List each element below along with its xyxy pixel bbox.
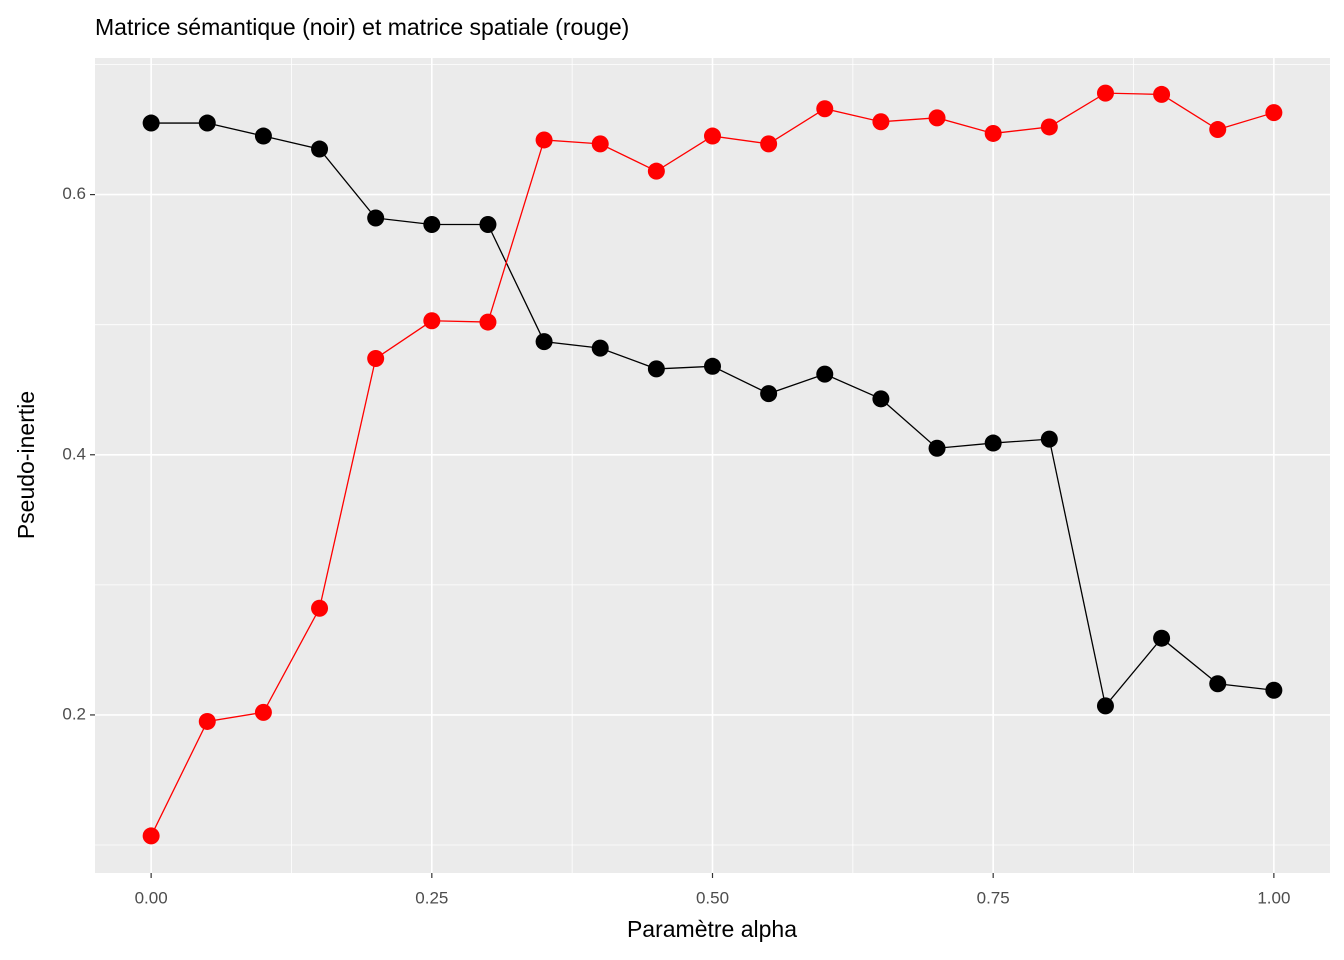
point	[1153, 629, 1171, 647]
point	[928, 109, 946, 127]
point	[591, 135, 609, 153]
chart-title: Matrice sémantique (noir) et matrice spa…	[95, 14, 629, 40]
point	[142, 827, 160, 845]
point	[479, 313, 497, 331]
point	[479, 216, 497, 234]
y-tick-label: 0.6	[62, 184, 86, 203]
point	[423, 216, 441, 234]
point	[254, 127, 272, 145]
x-tick-label: 0.25	[415, 888, 448, 907]
point	[1209, 121, 1227, 139]
point	[1153, 85, 1171, 103]
point	[1265, 104, 1283, 122]
point	[647, 360, 665, 378]
point	[760, 385, 778, 403]
point	[591, 339, 609, 357]
point	[1040, 118, 1058, 136]
x-tick-label: 0.50	[696, 888, 729, 907]
point	[535, 131, 553, 149]
point	[647, 162, 665, 180]
point	[311, 140, 329, 158]
point	[254, 703, 272, 721]
point	[1096, 697, 1114, 715]
point	[311, 599, 329, 617]
point	[816, 365, 834, 383]
y-axis-title: Pseudo-inertie	[13, 391, 39, 539]
point	[1096, 84, 1114, 102]
x-tick-label: 1.00	[1257, 888, 1290, 907]
point	[928, 439, 946, 457]
y-tick-label: 0.2	[62, 704, 86, 723]
point	[872, 113, 890, 131]
x-tick-label: 0.00	[135, 888, 168, 907]
point	[198, 114, 216, 132]
point	[984, 124, 1002, 142]
point	[423, 312, 441, 330]
point	[142, 114, 160, 132]
point	[367, 350, 385, 368]
point	[704, 127, 721, 145]
x-axis-title: Paramètre alpha	[627, 916, 797, 942]
point	[1040, 430, 1058, 448]
point	[872, 390, 890, 408]
point	[816, 100, 834, 118]
point	[704, 357, 721, 375]
point	[984, 434, 1002, 452]
point	[1209, 675, 1227, 693]
point	[535, 333, 553, 351]
point	[1265, 681, 1283, 699]
point	[760, 135, 778, 153]
point	[367, 209, 385, 227]
y-tick-label: 0.4	[62, 444, 86, 463]
point	[198, 712, 216, 730]
x-tick-label: 0.75	[977, 888, 1010, 907]
